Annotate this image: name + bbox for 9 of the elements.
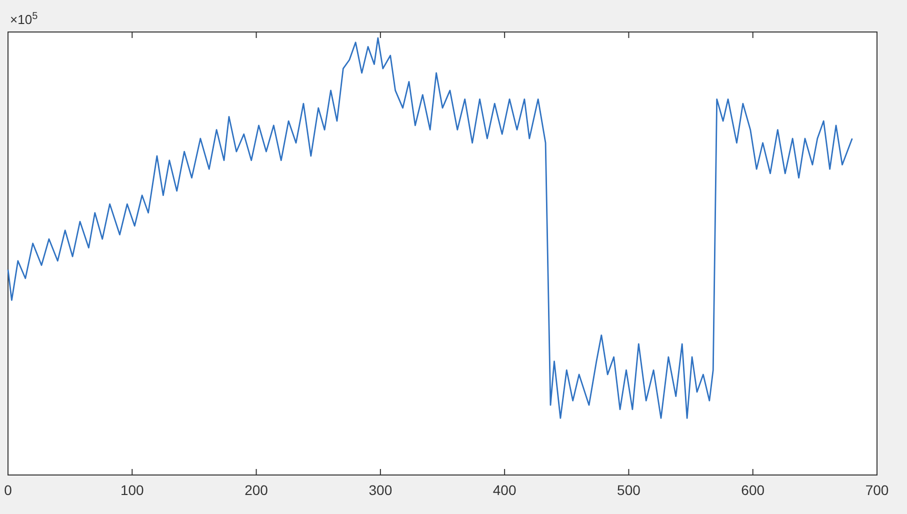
x-tick-label: 600 bbox=[741, 482, 765, 498]
x-tick-label: 300 bbox=[368, 482, 392, 498]
x-tick-label: 400 bbox=[492, 482, 516, 498]
x-tick-label: 200 bbox=[244, 482, 268, 498]
x-tick-label: 700 bbox=[865, 482, 889, 498]
text: ×10$^{5}$ bbox=[10, 10, 38, 27]
x-tick-label: 0 bbox=[4, 482, 12, 498]
x-tick-label: 100 bbox=[120, 482, 144, 498]
x-tick-label: 500 bbox=[617, 482, 641, 498]
